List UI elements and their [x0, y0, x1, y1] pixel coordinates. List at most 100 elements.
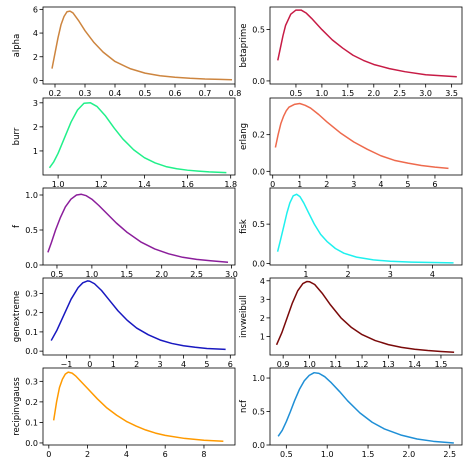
y-tick-label: 0.0 [25, 347, 38, 356]
y-tick-label: 1 [33, 147, 38, 156]
x-tick-label: −1 [61, 360, 73, 369]
y-tick-label: 0.5 [252, 408, 265, 417]
y-axis-label: f [12, 224, 22, 228]
x-tick-label: 1.5 [120, 270, 133, 279]
x-tick-label: 3 [158, 360, 163, 369]
y-tick-label: 0.3 [25, 377, 38, 386]
y-axis-label: recipinvgauss [12, 377, 22, 436]
x-tick-label: 3.0 [419, 89, 432, 98]
y-axis-label: burr [12, 127, 22, 145]
x-tick-label: 1.0 [316, 89, 329, 98]
subplot-alpha: 0.2 0.3 0.4 0.5 0.6 0.7 0.8 0 2 4 6 alpha [12, 5, 241, 98]
x-tick-label: 4 [378, 180, 383, 189]
subplot-f: 0.5 1.0 1.5 2.0 2.5 3.0 0.0 0.5 1.0 f [12, 187, 238, 279]
y-tick-label: 0 [33, 76, 38, 85]
y-tick-label: 0.2 [252, 131, 265, 140]
x-tick-label: 2.5 [190, 270, 203, 279]
x-tick-label: 1.0 [52, 180, 65, 189]
x-tick-label: 1.4 [408, 360, 421, 369]
axes-frame [269, 6, 463, 85]
x-tick-label: 0 [270, 180, 275, 189]
axes-frame [42, 187, 236, 266]
x-tick-label: 3.0 [225, 270, 238, 279]
x-tick-label: 0.2 [49, 89, 62, 98]
x-tick-label: 2.5 [393, 89, 406, 98]
axes-frame [42, 277, 236, 356]
x-tick-label: 2 [85, 450, 90, 459]
series-line-erlang [274, 102, 449, 170]
y-tick-label: 0.0 [252, 77, 265, 86]
x-tick-label: 1.8 [224, 180, 237, 189]
y-tick-label: 1 [260, 332, 265, 341]
axes-frame [269, 277, 463, 356]
x-tick-label: 1.0 [303, 360, 316, 369]
series-line-betaprime [277, 9, 457, 78]
x-tick-label: 1 [111, 360, 116, 369]
y-tick-label: 3 [260, 295, 265, 304]
y-tick-label: 0.0 [252, 441, 265, 450]
y-tick-label: 0.0 [252, 167, 265, 176]
x-tick-label: 2 [346, 270, 351, 279]
x-tick-label: 1.4 [138, 180, 151, 189]
x-tick-label: 2.0 [155, 270, 168, 279]
x-tick-label: 8 [201, 450, 206, 459]
x-tick-label: 4 [430, 270, 435, 279]
x-tick-label: 0 [46, 450, 51, 459]
x-tick-label: 1.6 [181, 180, 194, 189]
axes-frame [269, 97, 463, 176]
x-tick-label: 1.2 [356, 360, 369, 369]
x-tick-label: 0.4 [109, 89, 122, 98]
series-line-ncf [277, 371, 454, 444]
y-axis-label: ncf [239, 399, 249, 413]
x-tick-label: 2.0 [403, 450, 416, 459]
y-tick-label: 0.0 [252, 259, 265, 268]
x-tick-label: 0.5 [51, 270, 64, 279]
x-tick-label: 0.5 [290, 89, 303, 98]
y-tick-label: 0.3 [25, 289, 38, 298]
series-line-invweibull [275, 280, 455, 353]
x-tick-label: 6 [163, 450, 168, 459]
series-line-burr [48, 102, 227, 174]
y-tick-label: 2 [260, 314, 265, 323]
subplot-ncf: 0.5 1.0 1.5 2.0 2.5 0.0 0.5 1.0 ncf [239, 367, 463, 459]
y-tick-label: 0.0 [25, 439, 38, 448]
y-tick-label: 0.5 [252, 26, 265, 35]
x-tick-label: 1.5 [362, 450, 375, 459]
axes-frame [42, 367, 236, 446]
x-tick-label: 4 [124, 450, 129, 459]
y-axis-label: betaprime [239, 24, 249, 68]
x-tick-label: 2.5 [443, 450, 456, 459]
x-tick-label: 6 [228, 360, 233, 369]
y-tick-label: 0.5 [25, 226, 38, 235]
x-tick-label: 2 [134, 360, 139, 369]
y-axis-label: genextreme [12, 291, 22, 343]
x-tick-label: 1 [297, 180, 302, 189]
y-axis-label: fisk [239, 219, 249, 234]
x-tick-label: 5 [405, 180, 410, 189]
x-tick-label: 0.5 [280, 450, 293, 459]
y-tick-label: 4 [260, 277, 265, 286]
y-tick-label: 1.0 [25, 191, 38, 200]
axes-frame [269, 187, 463, 266]
y-tick-label: 4 [33, 29, 38, 38]
y-axis-label: erlang [239, 123, 249, 150]
x-tick-label: 0 [87, 360, 92, 369]
x-tick-label: 0.5 [139, 89, 152, 98]
x-tick-label: 1.0 [86, 270, 99, 279]
series-line-genextreme [50, 280, 226, 351]
x-tick-label: 1.2 [95, 180, 108, 189]
series-line-alpha [51, 10, 233, 81]
y-tick-label: 2 [33, 123, 38, 132]
axes-frame [42, 97, 236, 176]
x-tick-label: 1 [303, 270, 308, 279]
axes-frame [42, 6, 236, 85]
y-axis-label: alpha [12, 34, 22, 58]
x-tick-label: 3 [388, 270, 393, 279]
y-tick-label: 0.2 [25, 309, 38, 318]
series-line-recipinvgauss [52, 371, 224, 443]
x-tick-label: 4 [181, 360, 186, 369]
x-tick-label: 1.0 [321, 450, 334, 459]
